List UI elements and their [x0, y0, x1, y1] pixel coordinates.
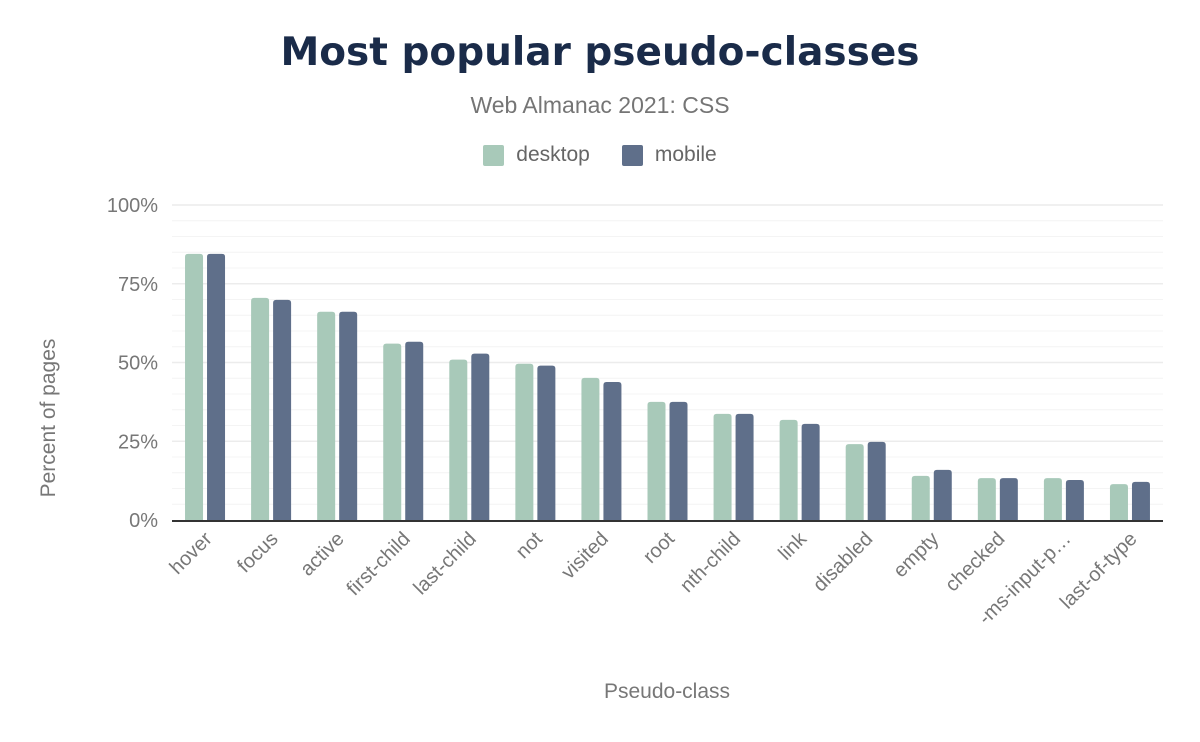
legend-label-desktop: desktop [516, 143, 590, 166]
y-tick-label: 100% [107, 195, 158, 217]
bar-desktop-last-child [449, 359, 468, 520]
bar-mobile-disabled [867, 441, 886, 520]
bar-desktop-link [779, 419, 798, 520]
bar-desktop-not [515, 363, 534, 520]
bar-mobile-not [537, 365, 556, 520]
x-tick-label: active [296, 528, 349, 581]
y-tick-label: 0% [129, 510, 158, 532]
bar-mobile-focus [273, 299, 292, 520]
bar-desktop-checked [977, 478, 996, 520]
legend: desktop mobile [0, 143, 1200, 167]
x-tick-label: focus [233, 528, 282, 577]
bar-mobile-first-child [405, 341, 424, 520]
bar-desktop--ms-input-p… [1043, 478, 1062, 520]
legend-swatch-desktop [483, 144, 505, 166]
legend-item-mobile[interactable]: mobile [621, 143, 717, 167]
bar-desktop-empty [911, 475, 930, 520]
x-tick-label: last-child [409, 528, 480, 599]
bar-mobile--ms-input-p… [1065, 479, 1084, 520]
legend-label-mobile: mobile [654, 143, 717, 166]
bar-desktop-last-of-type [1109, 484, 1128, 520]
bar-mobile-link [801, 423, 820, 520]
bar-desktop-focus [251, 297, 270, 520]
x-tick-label: disabled [809, 528, 877, 596]
chart-subtitle: Web Almanac 2021: CSS [470, 92, 730, 118]
bar-mobile-checked [999, 478, 1018, 520]
x-tick-label: checked [941, 528, 1009, 596]
y-axis-label: Percent of pages [37, 339, 60, 498]
x-tick-label: visited [557, 528, 613, 584]
bar-desktop-hover [185, 253, 204, 520]
bar-mobile-empty [933, 469, 952, 520]
y-tick-label: 25% [118, 431, 158, 453]
x-tick-label: empty [889, 528, 943, 582]
x-tick-label: not [512, 528, 548, 564]
bar-desktop-disabled [845, 444, 864, 520]
bar-mobile-last-of-type [1131, 481, 1150, 520]
bar-desktop-visited [581, 377, 600, 520]
bar-desktop-root [647, 401, 666, 520]
bar-desktop-nth-child [713, 413, 732, 520]
x-tick-label: nth-child [676, 528, 745, 597]
chart-title: Most popular pseudo-classes [280, 30, 920, 75]
bar-desktop-active [317, 311, 336, 520]
bar-desktop-first-child [383, 343, 402, 520]
x-tick-label: hover [166, 528, 217, 579]
bar-mobile-visited [603, 382, 622, 520]
x-tick-label: root [639, 528, 679, 568]
y-tick-label: 75% [118, 274, 158, 296]
bar-mobile-root [669, 401, 688, 520]
x-tick-label: link [774, 527, 811, 564]
bar-mobile-nth-child [735, 413, 754, 520]
x-tick-label: first-child [343, 528, 415, 600]
y-tick-label: 50% [118, 353, 158, 375]
legend-swatch-mobile [621, 144, 643, 166]
bar-mobile-active [339, 311, 358, 520]
bar-mobile-hover [207, 253, 226, 520]
legend-item-desktop[interactable]: desktop [483, 143, 590, 167]
x-axis-label: Pseudo-class [604, 680, 730, 703]
bar-mobile-last-child [471, 353, 490, 520]
